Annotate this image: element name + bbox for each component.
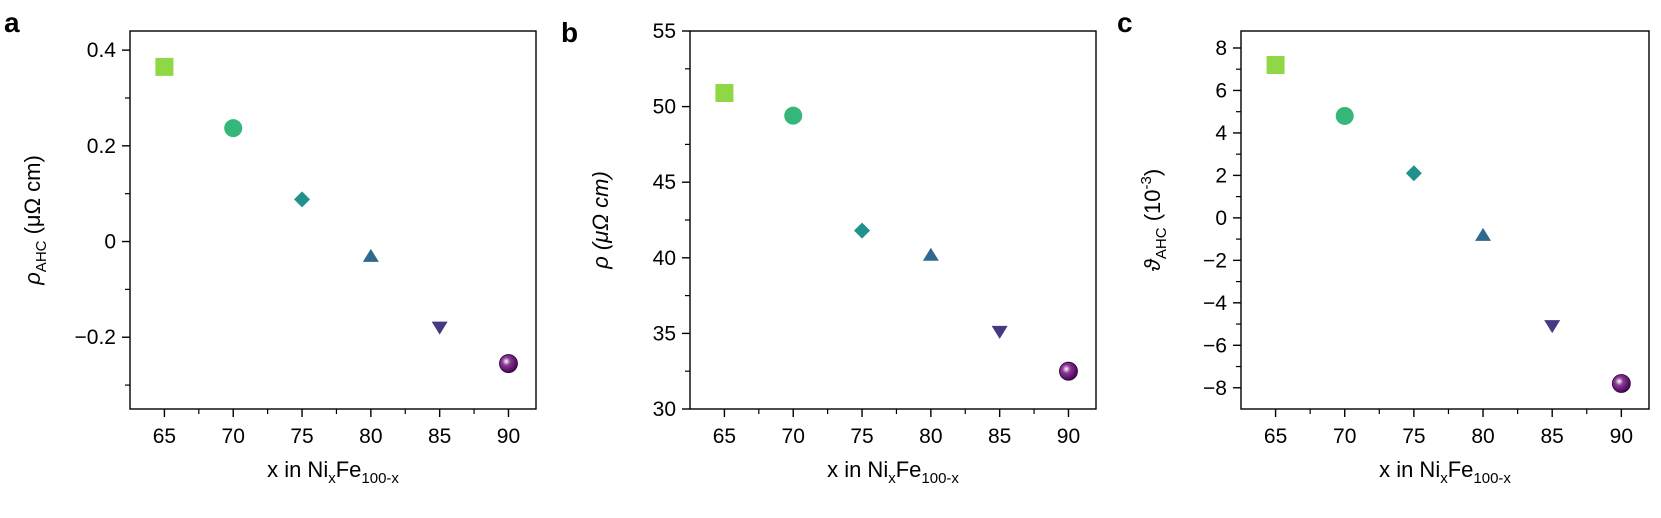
panel-c-y-tick-label: 8	[1215, 37, 1227, 60]
panel-c-x-tick-label: 65	[1264, 425, 1287, 448]
panel-a-marker-triangle-up	[362, 248, 379, 262]
panel-b-y-tick-label: 30	[653, 398, 676, 421]
panel-a-ylabel: ρAHC (μΩ cm)	[20, 155, 50, 286]
panel-b-ylabel: ρ (μΩ cm)	[588, 171, 613, 270]
panel-a-y-tick-label: 0	[104, 231, 116, 254]
panel-a-marker-sphere	[499, 354, 518, 373]
panel-b-marker-circle	[784, 106, 803, 125]
panel-c-x-tick-label: 80	[1471, 425, 1494, 448]
panel-a-axes: 65 70 75 80 85 90 −0.2 0 0.2 0.4	[75, 39, 521, 448]
panel-a-x-tick-label: 65	[153, 425, 176, 448]
panel-a-frame	[129, 30, 537, 410]
panel-a-xlabel: x in NixFe100-x	[267, 457, 399, 487]
panel-c-letter: c	[1117, 7, 1133, 38]
panel-b-marker-square	[715, 83, 734, 102]
panel-c-y-tick-label: −2	[1203, 249, 1227, 272]
panel-c-axes: 65 70 75 80 85 90 −8 −6 −4 −2 0 2 4 6 8	[1203, 37, 1633, 448]
panel-c-y-tick-label: 6	[1215, 79, 1227, 102]
panel-b-y-tick-label: 40	[653, 247, 676, 270]
panel-a-marker-triangle-down	[431, 321, 448, 335]
panel-a-x-tick-label: 70	[222, 425, 245, 448]
panel-b-y-tick-label: 35	[653, 322, 676, 345]
panel-c-marker-circle	[1335, 106, 1354, 125]
panel-c-y-tick-label: 0	[1215, 207, 1227, 230]
panel-b-marker-sphere	[1059, 361, 1078, 381]
panel-a-y-tick-label: 0.4	[87, 39, 117, 62]
panel-a-x-tick-label: 90	[497, 425, 520, 448]
panel-c-marker-triangle-down	[1544, 320, 1561, 334]
panel-b-y-tick-label: 45	[653, 171, 676, 194]
panel-b-xlabel: x in NixFe100-x	[827, 457, 959, 487]
panel-c-marker-triangle-up	[1475, 227, 1492, 241]
panel-a-marker-circle	[224, 119, 243, 138]
panel-b-frame	[689, 30, 1097, 410]
panel-a-x-tick-label: 75	[290, 425, 313, 448]
panel-b: b 65 70 75 80 85 90 30 35 40 45 50 55 x in NixFe100…	[561, 17, 1097, 487]
panel-c-markers	[1266, 55, 1631, 393]
panel-b-x-tick-label: 75	[850, 425, 873, 448]
panel-b-marker-triangle-down	[991, 325, 1008, 339]
panel-a-marker-square	[155, 57, 174, 76]
panel-b-x-tick-label: 80	[919, 425, 942, 448]
panel-c-y-tick-label: 2	[1215, 164, 1227, 187]
panel-c-x-tick-label: 90	[1610, 425, 1633, 448]
panel-b-axes: 65 70 75 80 85 90 30 35 40 45 50 55	[653, 20, 1081, 448]
panel-c-y-tick-label: −8	[1203, 377, 1227, 400]
panel-b-y-tick-label: 55	[653, 20, 676, 43]
panel-c-x-tick-label: 85	[1541, 425, 1564, 448]
panel-a-markers	[155, 57, 518, 373]
panel-a: a 65 70 75 80 85 90 −0.2 0 0.2 0.4 x in NixFe100-…	[4, 7, 537, 487]
panel-b-letter: b	[561, 17, 578, 48]
panel-b-x-tick-label: 90	[1057, 425, 1080, 448]
panel-c-xlabel: x in NixFe100-x	[1379, 457, 1511, 487]
panel-a-x-tick-label: 85	[428, 425, 451, 448]
panel-c-marker-diamond	[1405, 165, 1422, 182]
panel-b-x-tick-label: 70	[782, 425, 805, 448]
panel-b-x-tick-label: 85	[988, 425, 1011, 448]
panel-a-letter: a	[4, 7, 20, 38]
panel-b-x-tick-label: 65	[713, 425, 736, 448]
panel-a-x-tick-label: 80	[359, 425, 382, 448]
panel-c-x-tick-label: 70	[1333, 425, 1356, 448]
panel-c: c 65 70 75 80 85 90 −8 −6 −4 −2 0 2 4 6 8 x in NixFe10…	[1117, 7, 1650, 487]
panel-a-marker-diamond	[294, 191, 311, 208]
panel-a-y-tick-label: −0.2	[75, 326, 116, 349]
panel-a-y-tick-label: 0.2	[87, 135, 116, 158]
panel-c-y-tick-label: −6	[1203, 334, 1227, 357]
panel-b-marker-triangle-up	[922, 247, 939, 261]
panel-c-ylabel: ϑAHC (10-3)	[1138, 169, 1170, 271]
panel-b-marker-diamond	[854, 222, 871, 239]
panel-c-frame	[1240, 30, 1650, 410]
panel-c-y-tick-label: 4	[1215, 122, 1227, 145]
panel-c-y-tick-label: −4	[1203, 292, 1227, 315]
panel-c-x-tick-label: 75	[1402, 425, 1425, 448]
panel-c-marker-square	[1266, 55, 1285, 74]
panel-b-y-tick-label: 50	[653, 96, 676, 119]
panel-c-marker-sphere	[1611, 374, 1631, 393]
panel-b-markers	[715, 83, 1078, 381]
